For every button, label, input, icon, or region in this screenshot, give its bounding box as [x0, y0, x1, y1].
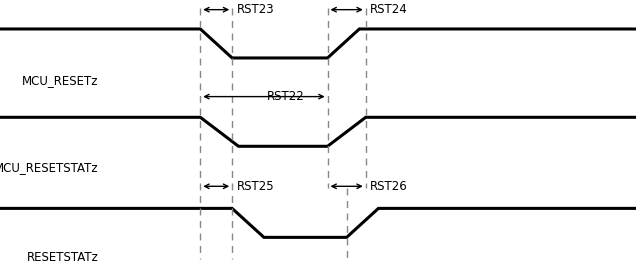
Text: RST25: RST25 [237, 180, 274, 193]
Text: MCU_RESETSTATz: MCU_RESETSTATz [0, 161, 99, 174]
Text: MCU_RESETz: MCU_RESETz [22, 75, 99, 87]
Text: RST23: RST23 [237, 3, 274, 16]
Text: RESETSTATz: RESETSTATz [27, 251, 99, 264]
Text: RST24: RST24 [370, 3, 408, 16]
Text: RST22: RST22 [267, 90, 305, 103]
Text: RST26: RST26 [370, 180, 408, 193]
